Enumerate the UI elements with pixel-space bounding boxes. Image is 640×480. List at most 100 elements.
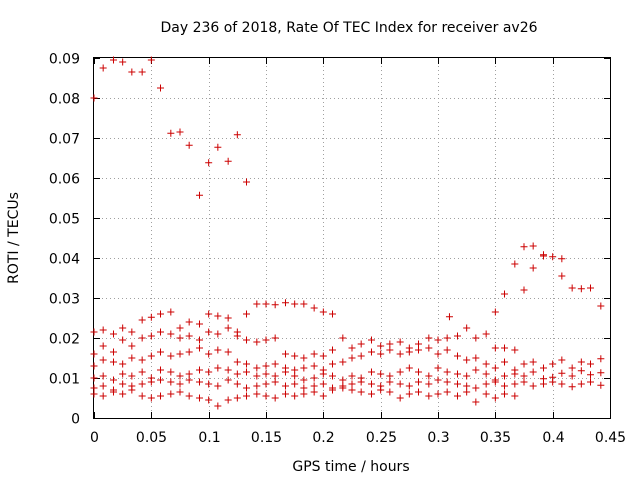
- data-point: [109, 330, 117, 338]
- data-point: [176, 324, 184, 332]
- data-point: [253, 300, 261, 308]
- data-point: [224, 396, 232, 404]
- data-point: [577, 367, 585, 375]
- data-point: [339, 358, 347, 366]
- data-point: [597, 369, 605, 377]
- data-point: [271, 334, 279, 342]
- data-point: [597, 355, 605, 363]
- data-point: [281, 299, 289, 307]
- series-4: [90, 344, 605, 374]
- y-tick-label: 0.07: [49, 132, 80, 148]
- data-point: [99, 356, 107, 364]
- data-point: [205, 310, 213, 318]
- data-point: [511, 346, 519, 354]
- data-point: [224, 314, 232, 322]
- data-point: [310, 374, 318, 382]
- data-point: [233, 380, 241, 388]
- data-point: [99, 326, 107, 334]
- data-point: [463, 372, 471, 380]
- data-point: [319, 352, 327, 360]
- data-point: [233, 358, 241, 366]
- data-point: [90, 328, 98, 336]
- data-point: [319, 370, 327, 378]
- data-point: [195, 336, 203, 344]
- data-point: [253, 364, 261, 372]
- data-point: [434, 350, 442, 358]
- data-point: [405, 364, 413, 372]
- series-5: [90, 364, 605, 384]
- data-point: [176, 388, 184, 396]
- data-point: [491, 378, 499, 386]
- data-point: [443, 346, 451, 354]
- data-point: [415, 388, 423, 396]
- data-point: [357, 352, 365, 360]
- data-point: [99, 342, 107, 350]
- data-point: [491, 308, 499, 316]
- data-point: [109, 388, 117, 396]
- data-point: [138, 356, 146, 364]
- data-point: [348, 386, 356, 394]
- data-point: [453, 352, 461, 360]
- data-point: [90, 374, 98, 382]
- data-point: [195, 366, 203, 374]
- data-point: [185, 348, 193, 356]
- data-point: [214, 312, 222, 320]
- data-point: [434, 364, 442, 372]
- data-point: [568, 372, 576, 380]
- data-point: [491, 394, 499, 402]
- data-point: [147, 313, 155, 321]
- data-point: [243, 336, 251, 344]
- data-point: [396, 338, 404, 346]
- data-point: [425, 334, 433, 342]
- data-point: [463, 382, 471, 390]
- data-point: [99, 64, 107, 72]
- data-point: [300, 364, 308, 372]
- data-point: [568, 364, 576, 372]
- data-point: [157, 84, 165, 92]
- data-point: [119, 370, 127, 378]
- data-point: [195, 344, 203, 352]
- data-point: [386, 372, 394, 380]
- data-point: [138, 392, 146, 400]
- data-point: [147, 332, 155, 340]
- data-point: [99, 392, 107, 400]
- data-point: [147, 56, 155, 64]
- data-point: [348, 354, 356, 362]
- data-point: [271, 360, 279, 368]
- data-point: [90, 350, 98, 358]
- data-point: [568, 383, 576, 391]
- data-point: [271, 378, 279, 386]
- data-point: [577, 380, 585, 388]
- data-point: [176, 380, 184, 388]
- data-point: [224, 348, 232, 356]
- data-point: [443, 368, 451, 376]
- data-point: [119, 360, 127, 368]
- data-point: [339, 376, 347, 384]
- data-point: [453, 332, 461, 340]
- data-point: [568, 284, 576, 292]
- data-point: [453, 380, 461, 388]
- data-point: [138, 368, 146, 376]
- data-point: [300, 300, 308, 308]
- x-tick-label: 0.3: [427, 430, 449, 446]
- data-point: [329, 360, 337, 368]
- data-point: [445, 313, 453, 321]
- data-point: [205, 350, 213, 358]
- data-point: [453, 392, 461, 400]
- data-point: [214, 346, 222, 354]
- data-point: [291, 352, 299, 360]
- data-point: [425, 392, 433, 400]
- data-point: [405, 348, 413, 356]
- data-point: [434, 336, 442, 344]
- data-point: [310, 304, 318, 312]
- data-point: [128, 386, 136, 394]
- data-point: [253, 372, 261, 380]
- data-point: [472, 384, 480, 392]
- data-point: [453, 370, 461, 378]
- y-tick-label: 0.06: [49, 172, 80, 188]
- data-point: [157, 310, 165, 318]
- data-point: [253, 390, 261, 398]
- data-point: [415, 340, 423, 348]
- data-point: [109, 358, 117, 366]
